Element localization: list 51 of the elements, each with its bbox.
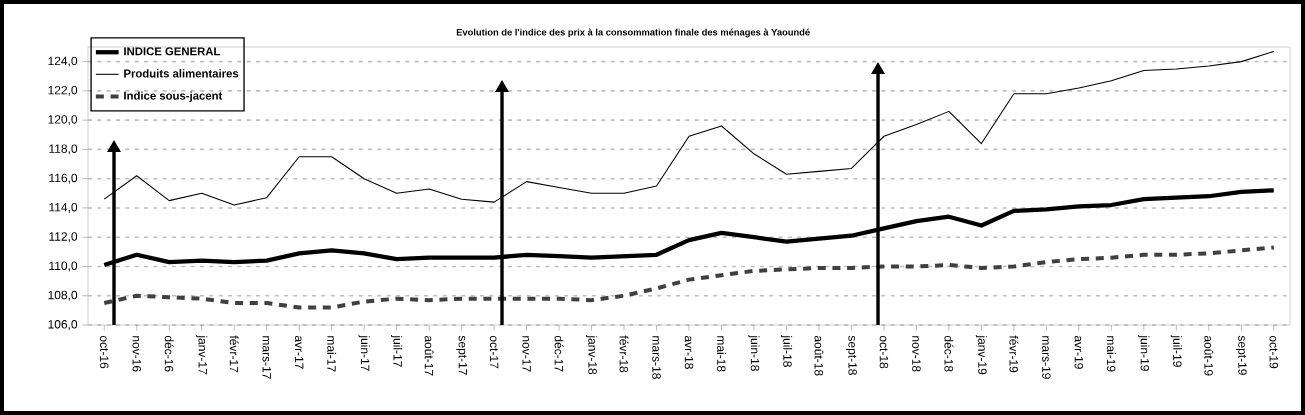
- x-tick-label: oct-17: [489, 335, 499, 369]
- x-tick-label: juil-18: [780, 335, 793, 367]
- x-tick-label: janv-17: [196, 335, 208, 375]
- x-tick-label: juin-17: [358, 335, 370, 371]
- x-tick-label: juin-18: [748, 335, 760, 371]
- y-tick-label: 120,0: [48, 115, 78, 126]
- x-tick-label: juil-17: [391, 335, 403, 367]
- x-tick-label: avr-19: [1074, 335, 1084, 369]
- y-tick-label: 122,0: [48, 85, 78, 96]
- x-tick-label: avr-17: [294, 335, 304, 369]
- x-tick-label: avr-18: [684, 335, 694, 369]
- y-tick-label: 118,0: [49, 144, 78, 155]
- y-tick-label: 108,0: [48, 290, 78, 301]
- x-tick-label: nov-17: [522, 336, 531, 372]
- x-tick-label: août-19: [1204, 335, 1214, 376]
- x-tick-label: mai-19: [1106, 336, 1116, 372]
- y-tick-label: 112,0: [49, 232, 78, 243]
- x-tick-label: mars-19: [1042, 336, 1051, 379]
- x-tick-label: oct-16: [99, 335, 109, 369]
- x-tick-label: déc-17: [554, 335, 564, 372]
- x-tick-label: mars-17: [262, 336, 271, 379]
- legend-label: Indice sous-jacent: [124, 91, 223, 102]
- x-tick-label: juin-19: [1138, 335, 1150, 371]
- y-tick-label: 106,0: [48, 320, 78, 330]
- x-tick-label: juil-19: [1170, 335, 1182, 367]
- x-tick-label: janv-19: [975, 335, 987, 375]
- x-tick-label: févr-18: [619, 335, 629, 373]
- y-tick-label: 114,0: [49, 202, 78, 213]
- x-tick-label: mai-18: [717, 336, 726, 372]
- x-tick-label: oct-18: [879, 335, 889, 369]
- x-tick-label: déc-16: [164, 335, 174, 372]
- chart-title: Evolution de l'indice des prix à la consommation finale des ménages à Yaoundé: [456, 28, 810, 38]
- y-tick-label: 110,0: [49, 261, 78, 272]
- x-tick-label: déc-18: [944, 335, 954, 372]
- legend-label: INDICE GENERAL: [124, 47, 221, 56]
- x-tick-label: août-17: [424, 335, 434, 376]
- x-tick-label: sept-19: [1235, 335, 1247, 375]
- x-tick-label: févr-19: [1009, 335, 1019, 373]
- x-tick-label: nov-16: [132, 336, 141, 372]
- legend-label: Produits alimentaires: [124, 69, 239, 78]
- x-tick-label: nov-18: [912, 336, 921, 372]
- x-tick-label: août-18: [814, 335, 824, 376]
- x-tick-label: mars-18: [652, 336, 661, 379]
- x-tick-label: sept-18: [846, 335, 857, 375]
- y-tick-label: 116,0: [49, 173, 78, 184]
- x-tick-label: sept-17: [456, 335, 467, 375]
- x-tick-label: mai-17: [327, 336, 337, 372]
- x-tick-label: févr-17: [229, 335, 239, 373]
- x-tick-label: janv-18: [585, 335, 598, 375]
- x-tick-label: oct-19: [1269, 335, 1279, 369]
- y-tick-label: 124,0: [48, 56, 78, 67]
